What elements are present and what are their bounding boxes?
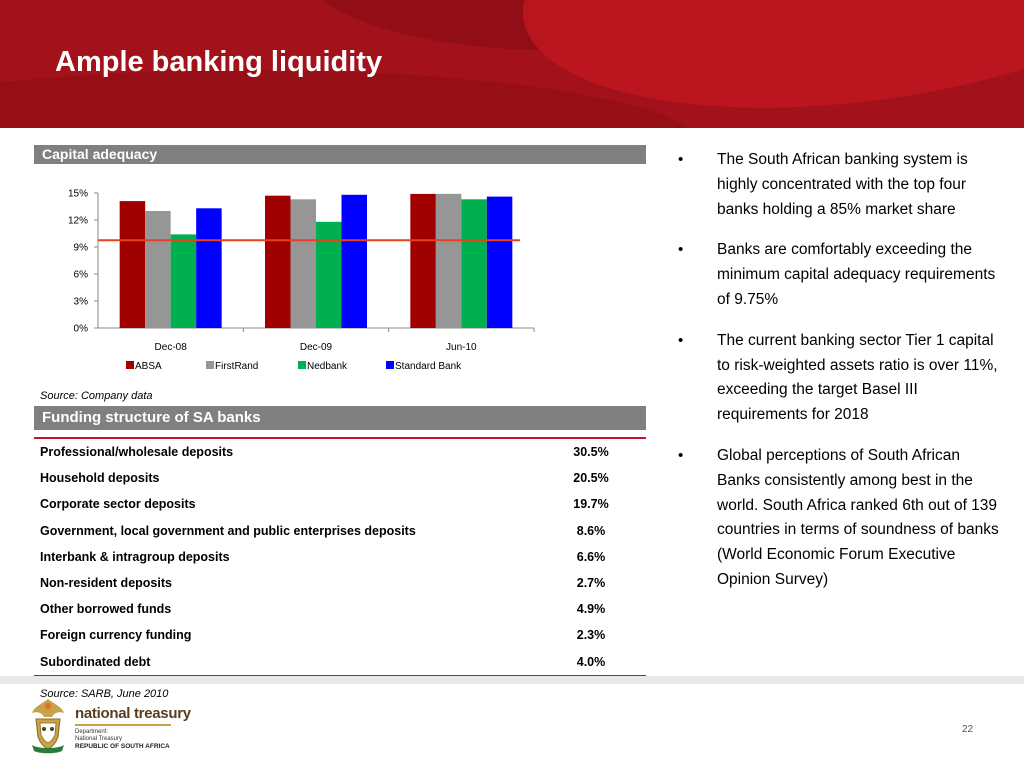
- table-row: Subordinated debt 4.0%: [34, 649, 646, 676]
- funding-value: 19.7%: [573, 497, 609, 512]
- table-row: Corporate sector deposits 19.7%: [34, 491, 646, 517]
- funding-label: Subordinated debt: [40, 654, 151, 669]
- bullet-list: • The South African banking system is hig…: [676, 148, 1006, 609]
- legend-swatch: [386, 361, 394, 369]
- bullet-text: The current banking sector Tier 1 capita…: [717, 331, 998, 424]
- legend-swatch: [126, 361, 134, 369]
- funding-structure-header: Funding structure of SA banks: [34, 406, 646, 430]
- x-tick-label: Dec-08: [155, 342, 188, 353]
- coat-of-arms-logo: [32, 699, 64, 754]
- table-row: Other borrowed funds 4.9%: [34, 596, 646, 622]
- funding-value: 2.3%: [576, 628, 606, 643]
- bar-nedbank: [170, 234, 197, 328]
- funding-value: 6.6%: [576, 549, 606, 564]
- page-number: 22: [962, 724, 974, 735]
- bullet-item: • The current banking sector Tier 1 capit…: [676, 329, 1006, 428]
- funding-label: Other borrowed funds: [40, 602, 172, 617]
- bullet-icon: •: [678, 241, 684, 259]
- bar-standard-bank: [486, 196, 513, 328]
- header-banner: [0, 0, 1024, 128]
- table-row: Non-resident deposits 2.7%: [34, 570, 646, 596]
- bullet-icon: •: [678, 151, 684, 168]
- legend-label: ABSA: [135, 361, 162, 372]
- bullet-icon: •: [678, 331, 684, 349]
- bar-absa: [410, 193, 436, 328]
- bar-nedbank: [316, 221, 342, 328]
- chart-source-note: Source: Company data: [40, 390, 153, 402]
- y-tick-label: 9%: [74, 243, 89, 254]
- bar-firstrand: [290, 199, 316, 328]
- table-row: Foreign currency funding 2.3%: [34, 622, 646, 648]
- funding-label: Foreign currency funding: [40, 628, 192, 643]
- funding-value: 20.5%: [573, 471, 609, 486]
- funding-table: Professional/wholesale deposits 30.5% Hous…: [34, 437, 646, 677]
- funding-label: Government, local government and public …: [40, 523, 416, 538]
- funding-label: Interbank & intragroup deposits: [40, 549, 230, 564]
- funding-label: Corporate sector deposits: [40, 497, 196, 512]
- table-row: Government, local government and public …: [34, 518, 646, 544]
- national-treasury-branding: national treasury Department: National T…: [75, 705, 191, 750]
- funding-value: 2.7%: [576, 576, 606, 591]
- bar-nedbank: [461, 199, 487, 328]
- org-name: national treasury: [75, 705, 191, 722]
- bar-standard-bank: [196, 208, 222, 328]
- y-tick-label: 6%: [74, 270, 89, 281]
- funding-value: 4.0%: [576, 654, 606, 669]
- capital-adequacy-chart: 0% 3% 6% 9% 12% 15% Dec-08 Dec-09 Jun-10 ABSA Firs…: [68, 189, 535, 372]
- y-tick-label: 15%: [68, 189, 88, 200]
- table-row: Household deposits 20.5%: [34, 465, 646, 491]
- bullet-icon: •: [678, 446, 684, 464]
- legend-swatch: [298, 361, 306, 369]
- bullet-text: Banks are comfortably exceeding the mini…: [717, 241, 996, 308]
- x-tick-label: Jun-10: [446, 342, 477, 353]
- dept-line-1: Department:: [75, 728, 109, 735]
- x-tick-label: Dec-09: [300, 342, 333, 353]
- bar-absa: [119, 201, 146, 328]
- bullet-item: • The South African banking system is hig…: [676, 148, 1006, 222]
- y-tick-label: 12%: [68, 216, 88, 227]
- table-row: Professional/wholesale deposits 30.5%: [34, 438, 646, 465]
- capital-adequacy-header: Capital adequacy: [34, 145, 646, 164]
- funding-label: Non-resident deposits: [40, 576, 172, 591]
- bar-firstrand: [435, 193, 462, 328]
- republic-name: REPUBLIC OF SOUTH AFRICA: [75, 742, 170, 750]
- funding-value: 4.9%: [576, 602, 606, 617]
- bullet-item: • Banks are comfortably exceeding the min…: [676, 238, 1006, 312]
- y-tick-label: 3%: [74, 297, 89, 308]
- bar-standard-bank: [341, 194, 367, 328]
- legend-label: Standard Bank: [395, 361, 462, 372]
- bullet-text: The South African banking system is high…: [717, 151, 968, 218]
- funding-label: Household deposits: [40, 471, 160, 486]
- funding-value: 30.5%: [573, 445, 609, 460]
- table-row: Interbank & intragroup deposits 6.6%: [34, 544, 646, 570]
- legend-label: FirstRand: [215, 361, 258, 372]
- legend-swatch: [206, 361, 214, 369]
- bullet-text: Global perceptions of South African Bank…: [717, 446, 999, 588]
- funding-value: 8.6%: [576, 523, 606, 538]
- funding-source-note: Source: SARB, June 2010: [40, 688, 169, 700]
- page-title: Ample banking liquidity: [55, 46, 383, 78]
- bullet-item: • Global perceptions of South African Ban…: [676, 444, 1006, 593]
- footer-divider: [0, 676, 1024, 684]
- bar-firstrand: [145, 211, 171, 328]
- bar-absa: [265, 195, 291, 328]
- dept-line-2: National Treasury: [75, 735, 123, 742]
- legend-label: Nedbank: [307, 361, 348, 372]
- y-tick-label: 0%: [74, 324, 89, 335]
- funding-label: Professional/wholesale deposits: [40, 445, 234, 460]
